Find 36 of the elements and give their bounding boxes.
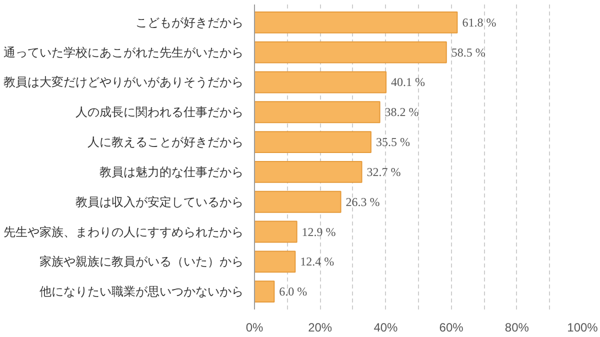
y-tick-label: 他になりたい職業が思いつかないから <box>40 284 244 299</box>
y-tick-label: こどもが好きだから <box>136 15 244 30</box>
data-label: 35.5 % <box>376 135 410 150</box>
bar <box>254 131 372 154</box>
x-tick-label: 20% <box>308 320 332 334</box>
bar <box>254 11 458 34</box>
data-label: 12.9 % <box>302 224 336 239</box>
data-label: 32.7 % <box>366 164 401 179</box>
data-label: 6.0 % <box>279 284 308 299</box>
y-tick-label: 家族や親族に教員がいる（いた）から <box>40 254 244 269</box>
data-label: 12.4 % <box>300 254 334 269</box>
data-label: 61.8 % <box>462 15 496 30</box>
x-tick-label: 100% <box>567 320 598 334</box>
data-label: 40.1 % <box>391 75 426 90</box>
bar <box>254 71 387 94</box>
data-label: 38.2 % <box>384 105 419 120</box>
y-tick-label: 通っていた学校にあこがれた先生がいたから <box>4 45 244 60</box>
bar <box>254 220 298 243</box>
y-tick-label: 人の成長に関われる仕事だから <box>76 105 244 120</box>
bar <box>254 250 296 273</box>
data-label: 58.5 % <box>451 45 486 60</box>
y-tick-label: 人に教えることが好きだから <box>88 135 244 150</box>
data-label: 26.3 % <box>346 194 380 209</box>
x-tick-label: 60% <box>439 320 464 334</box>
bar <box>254 101 380 124</box>
x-tick-label: 80% <box>504 320 530 334</box>
bar <box>254 41 447 64</box>
y-tick-label: 教員は収入が安定しているから <box>76 194 244 209</box>
x-tick-label: 0% <box>246 320 264 334</box>
bar <box>254 190 342 213</box>
bar <box>254 280 275 303</box>
y-tick-label: 先生や家族、まわりの人にすすめられたから <box>4 224 244 239</box>
x-tick-label: 40% <box>374 320 398 334</box>
y-tick-label: 教員は大変だけどやりがいがありそうだから <box>4 75 244 90</box>
bar <box>254 160 362 183</box>
y-tick-label: 教員は魅力的な仕事だから <box>100 164 244 179</box>
